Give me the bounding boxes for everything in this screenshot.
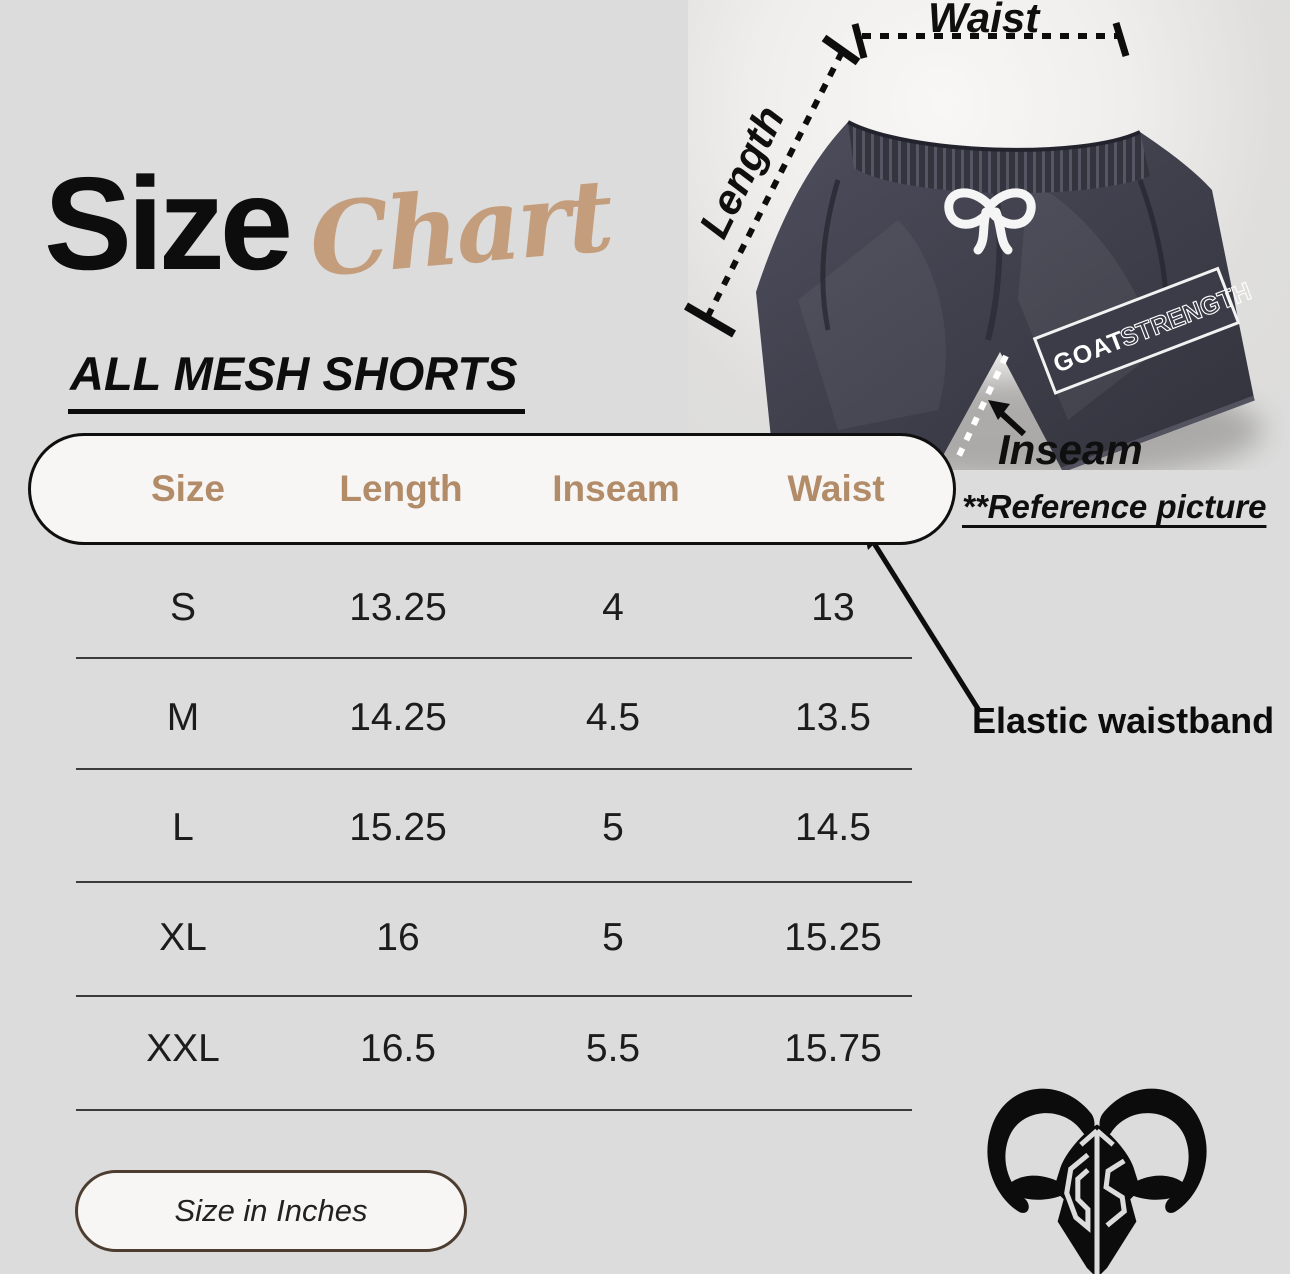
cell-waist: 13.5 — [795, 696, 871, 739]
cell-inseam: 5 — [602, 806, 624, 849]
column-header-size: Size — [150, 468, 226, 509]
cell-size: XXL — [146, 1027, 220, 1070]
cell-size: S — [169, 586, 197, 629]
reference-picture-note: **Reference picture — [962, 488, 1267, 525]
cell-inseam: 4.5 — [585, 696, 641, 739]
cell-waist: 14.5 — [795, 806, 871, 849]
elastic-waistband-note: Elastic waistband — [972, 700, 1275, 741]
cell-waist: 15.25 — [784, 916, 882, 959]
cell-length: 14.25 — [349, 696, 447, 739]
page-title: Size Chart — [44, 148, 615, 300]
cell-length: 15.25 — [349, 806, 447, 849]
cell-size: L — [172, 806, 194, 849]
product-photo: GOAT STRENGTH — [688, 0, 1290, 470]
inseam-annotation-label: Inseam — [998, 426, 1143, 473]
cell-waist: 13 — [811, 586, 855, 629]
shorts-body — [756, 122, 1254, 470]
units-pill-label: Size in Inches — [174, 1193, 368, 1228]
cell-size: XL — [159, 916, 207, 959]
row-divider — [76, 657, 912, 659]
row-divider — [76, 995, 912, 997]
units-pill: Size in Inches — [75, 1170, 467, 1252]
cell-length: 13.25 — [349, 586, 447, 629]
row-divider — [76, 1109, 912, 1111]
mesh-shorts-illustration: GOAT STRENGTH — [756, 120, 1263, 470]
cell-size: M — [166, 696, 200, 739]
cell-inseam: 5 — [602, 916, 624, 959]
elastic-arrow-line — [869, 538, 983, 714]
subtitle-all-mesh-shorts: ALL MESH SHORTS — [68, 346, 526, 414]
row-divider — [76, 768, 912, 770]
cell-waist: 15.75 — [784, 1027, 882, 1070]
title-chart-script: Chart — [305, 156, 616, 300]
title-size: Size — [44, 150, 293, 297]
row-divider — [76, 881, 912, 883]
drawstring-bow — [944, 188, 1036, 255]
column-header-waist: Waist — [787, 468, 885, 509]
size-table-header: Size Length Inseam Waist — [28, 433, 956, 545]
cell-inseam: 4 — [602, 586, 624, 629]
inseam-dotted-line — [953, 354, 1009, 464]
column-header-length: Length — [339, 468, 463, 509]
waist-annotation-label: Waist — [928, 0, 1040, 41]
cell-length: 16.5 — [360, 1027, 436, 1070]
column-header-inseam: Inseam — [552, 468, 680, 509]
cell-inseam: 5.5 — [585, 1027, 641, 1070]
goat-logo — [987, 1088, 1207, 1274]
cell-length: 16 — [376, 916, 420, 959]
elastic-waistband-band — [848, 122, 1150, 194]
